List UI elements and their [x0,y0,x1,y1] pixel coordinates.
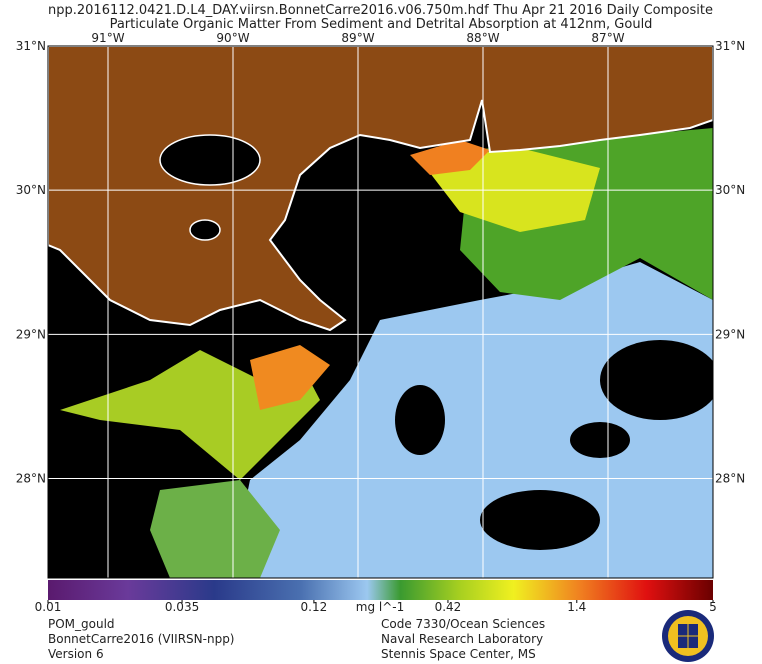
colorbar-unit: mg l^-1 [356,600,404,614]
footer-right: Stennis Space Center, MS [381,647,536,661]
lat-label: 28°N [16,472,46,486]
logo [662,610,714,662]
clear-water [230,262,713,578]
colorbar [48,580,713,600]
land [48,46,713,332]
file-name: npp.2016112.0421.D.L4_DAY.viirsn.BonnetC… [48,3,489,18]
date: Thu Apr 21 2016 Daily Composite [493,3,713,18]
lat-label: 28°N [715,472,745,486]
colorbar-label: 0.01 [35,600,62,614]
lat-label: 31°N [16,39,46,53]
lat-label: 29°N [715,327,745,341]
lon-label: 88°W [466,31,499,45]
cloud [600,340,713,420]
footer-left: BonnetCarre2016 (VIIRSN-npp) [48,632,235,646]
colorbar-label: 0.12 [301,600,328,614]
lat-label: 30°N [715,183,745,197]
colorbar-label: 0.035 [165,600,199,614]
lon-label: 91°W [91,31,124,45]
colorbar-label: 5 [709,600,717,614]
turbid-water [150,480,280,578]
turbid-water [250,345,330,410]
lat-label: 31°N [715,39,745,53]
lon-label: 87°W [591,31,624,45]
footer-left: Version 6 [48,647,104,661]
lat-label: 30°N [16,183,46,197]
lake [189,219,221,241]
lon-label: 90°W [216,31,249,45]
footer-left: POM_gould [48,617,115,631]
cloud [570,422,630,458]
turbid-water [410,140,490,175]
cloud [395,385,445,455]
colorbar-label: 1.4 [567,600,586,614]
map-frame [47,45,714,579]
footer-right: Naval Research Laboratory [381,632,543,646]
map-image [48,46,713,578]
colorbar-label: 0.42 [435,600,462,614]
lon-label: 89°W [341,31,374,45]
map-title: Particulate Organic Matter From Sediment… [110,17,653,32]
cloud [480,490,600,550]
footer-right: Code 7330/Ocean Sciences [381,617,545,631]
lat-label: 29°N [16,327,46,341]
lake [159,134,261,186]
